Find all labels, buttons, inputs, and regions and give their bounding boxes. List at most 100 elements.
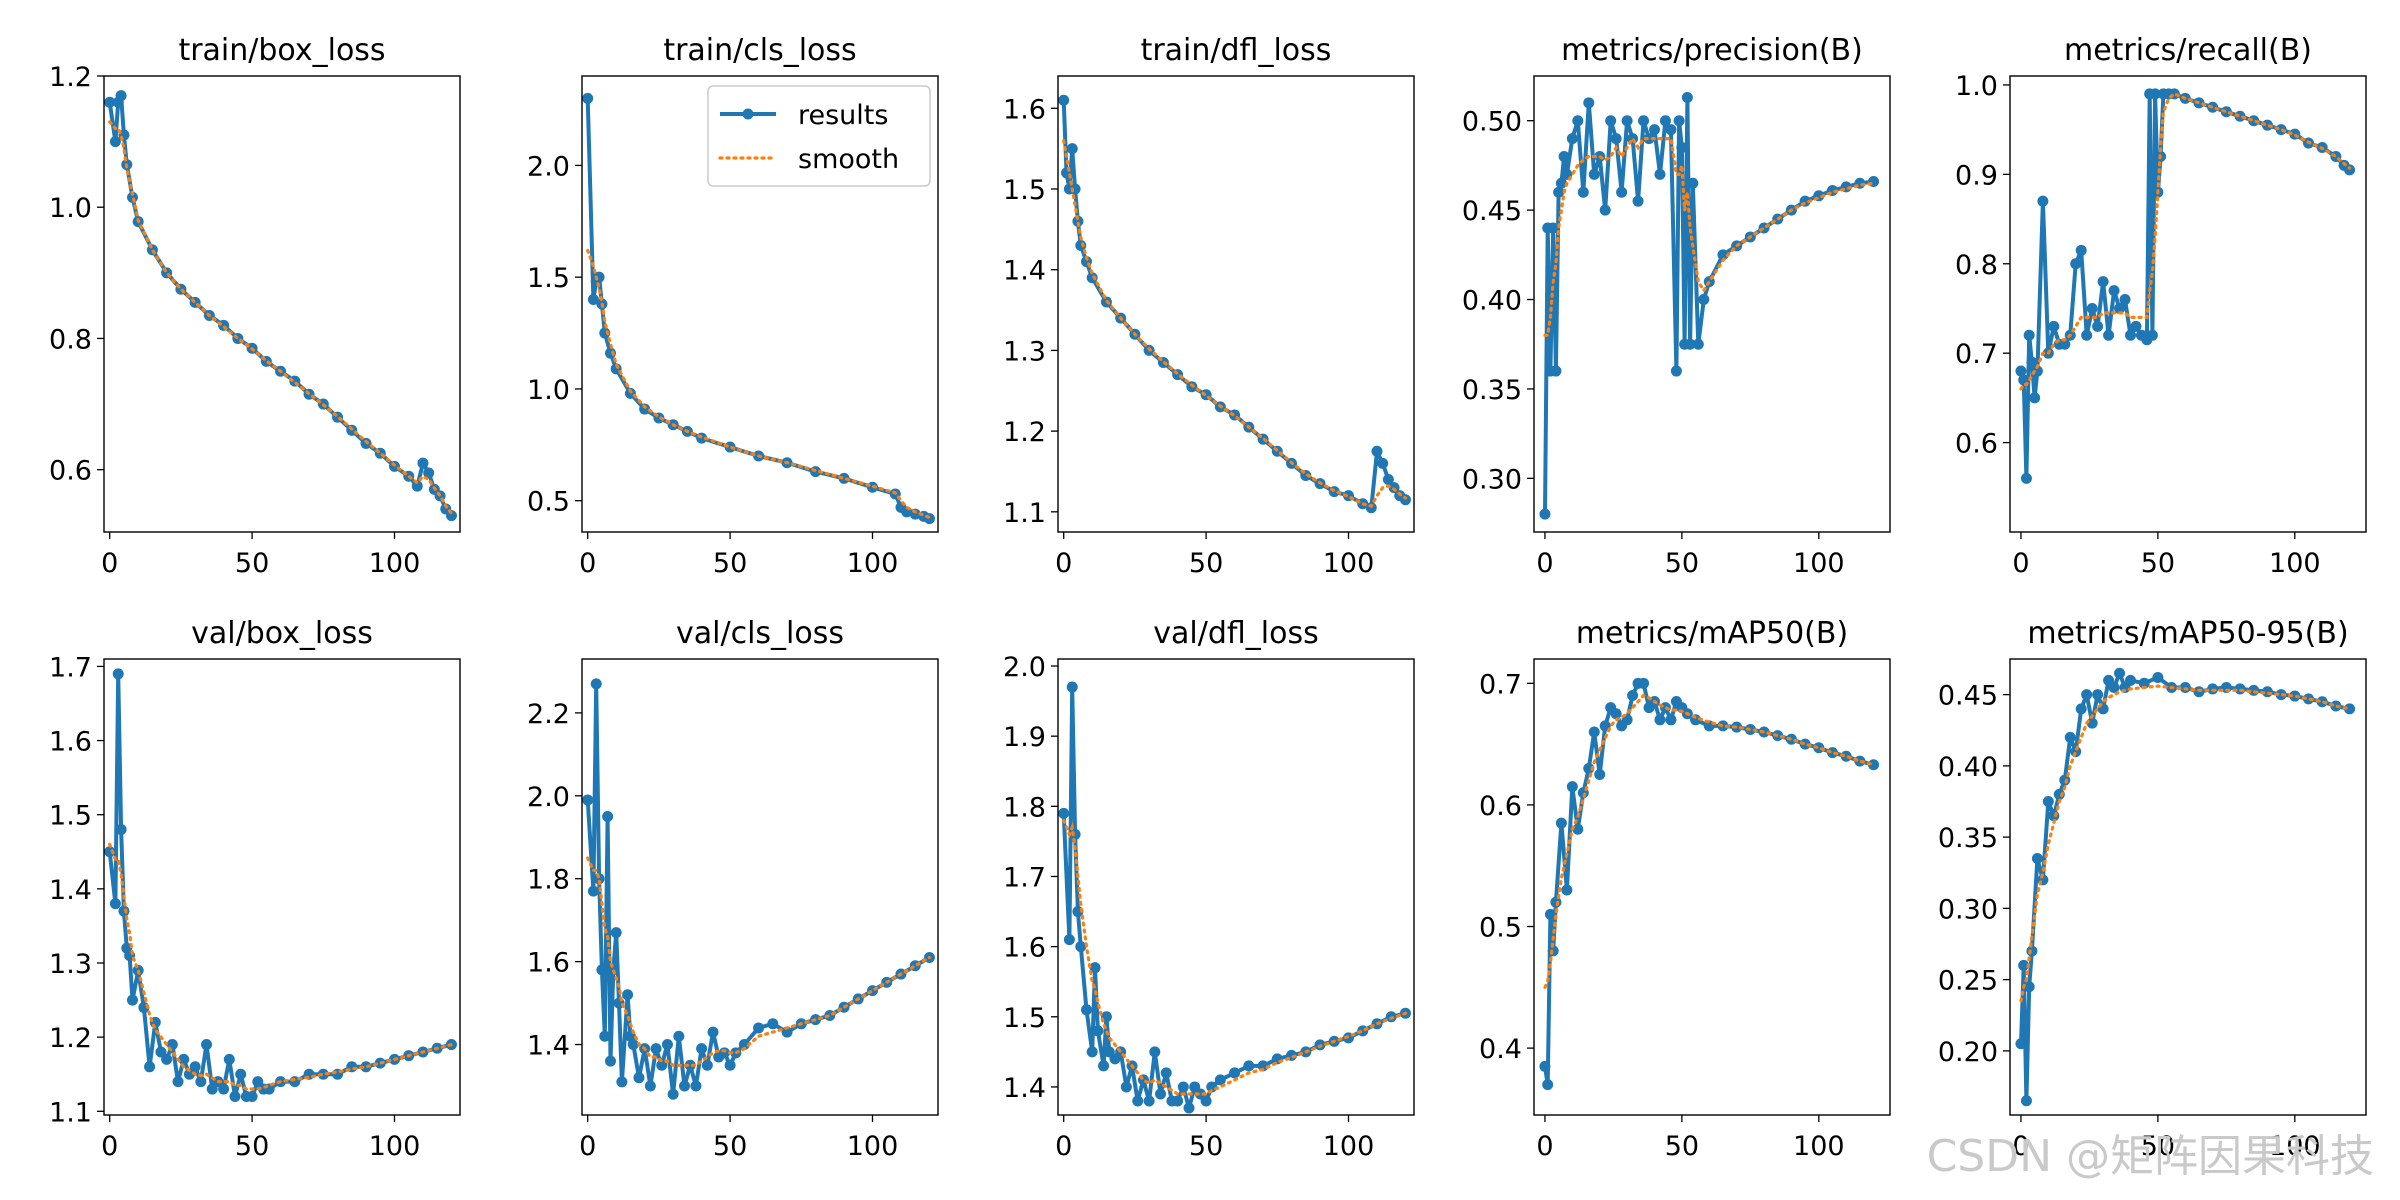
y-tick-label: 0.7 — [1479, 669, 1522, 700]
results-line — [1061, 100, 1407, 510]
results-point — [2026, 945, 2038, 957]
results-point — [2042, 796, 2054, 807]
y-tick-label: 1.7 — [1003, 862, 1046, 893]
results-point — [2124, 674, 2136, 686]
x-tick-label: 0 — [1055, 1131, 1072, 1162]
results-point — [738, 1039, 750, 1051]
x-tick-label: 0 — [579, 1131, 596, 1162]
results-point — [2026, 356, 2038, 368]
results-point — [1854, 755, 1866, 767]
y-tick-label: 1.9 — [1003, 722, 1046, 753]
y-tick-label: 1.5 — [1003, 1003, 1046, 1034]
results-point — [1717, 249, 1729, 261]
y-tick-label: 0.25 — [1938, 966, 1998, 997]
results-point — [1676, 142, 1688, 154]
results-point — [1075, 941, 1087, 953]
results-point — [1089, 962, 1101, 974]
results-point — [115, 90, 127, 102]
results-point — [590, 678, 602, 690]
results-point — [2108, 682, 2120, 693]
results-point — [690, 1080, 702, 1092]
results-point — [1542, 1079, 1554, 1091]
y-tick-label: 1.6 — [49, 727, 92, 758]
results-point — [1826, 747, 1838, 759]
results-line — [107, 671, 453, 1099]
results-point — [229, 1090, 241, 1102]
chart-title: metrics/recall(B) — [2064, 33, 2312, 68]
x-tick-label: 100 — [1323, 1131, 1375, 1162]
x-tick-label: 50 — [1189, 548, 1223, 579]
results-point — [673, 1030, 685, 1042]
results-point — [252, 1076, 264, 1088]
results-point — [1558, 150, 1570, 162]
results-point — [1632, 195, 1644, 207]
results-point — [1183, 1102, 1195, 1114]
results-point — [701, 1059, 713, 1071]
results-point — [1605, 115, 1617, 127]
results-point — [1621, 115, 1633, 127]
axes-frame — [103, 75, 461, 533]
results-point — [109, 136, 121, 148]
results-point — [206, 1083, 218, 1095]
results-point — [1377, 457, 1389, 469]
axes-frame — [1057, 75, 1415, 533]
results-point — [2114, 302, 2126, 314]
results-point — [218, 1083, 230, 1095]
y-tick-label: 1.0 — [49, 193, 92, 224]
chart-title: metrics/mAP50(B) — [1576, 616, 1848, 651]
results-point — [593, 873, 605, 885]
results-point — [2031, 853, 2043, 864]
results-point — [1588, 168, 1600, 180]
results-point — [2146, 329, 2158, 341]
y-tick-label: 0.35 — [1462, 375, 1522, 406]
results-point — [2023, 981, 2035, 993]
legend-results-label: results — [798, 100, 888, 131]
results-point — [317, 1068, 329, 1080]
axes-frame — [581, 658, 939, 1116]
axes-frame — [2009, 658, 2367, 1116]
results-point — [112, 668, 124, 680]
results-point — [1654, 168, 1666, 180]
smooth-line — [586, 856, 932, 1067]
results-point — [1177, 1081, 1189, 1093]
y-tick-label: 1.6 — [1003, 94, 1046, 125]
results-line — [1543, 681, 1875, 1087]
smooth-line — [108, 842, 454, 1091]
y-tick-label: 1.8 — [527, 865, 570, 896]
results-point — [2037, 195, 2049, 207]
y-tick-label: 1.5 — [1003, 175, 1046, 206]
results-point — [1172, 1095, 1184, 1107]
results-point — [1086, 1046, 1098, 1058]
results-point — [2075, 244, 2087, 256]
y-tick-label: 1.6 — [1003, 933, 1046, 964]
results-point — [2114, 667, 2126, 679]
y-tick-label: 1.2 — [49, 1023, 92, 1054]
results-point — [161, 1053, 173, 1065]
results-point — [1149, 1046, 1161, 1058]
chart-title: val/dfl_loss — [1153, 616, 1318, 651]
results-point — [838, 472, 850, 484]
results-point — [767, 1018, 779, 1030]
y-tick-label: 0.6 — [49, 456, 92, 487]
results-point — [2075, 703, 2087, 715]
x-tick-label: 50 — [1189, 1131, 1223, 1162]
results-point — [1120, 1081, 1132, 1093]
axes-frame — [1057, 658, 1415, 1116]
results-point — [423, 467, 435, 479]
y-tick-label: 0.30 — [1462, 464, 1522, 495]
results-point — [602, 811, 614, 823]
y-tick-label: 1.4 — [49, 875, 92, 906]
x-tick-label: 100 — [369, 548, 421, 579]
x-tick-label: 100 — [1793, 1131, 1845, 1162]
x-tick-label: 0 — [101, 1131, 118, 1162]
results-point — [1566, 133, 1578, 145]
results-point — [1840, 750, 1852, 762]
results-point — [650, 1043, 662, 1055]
y-tick-label: 0.4 — [1479, 1034, 1522, 1065]
y-tick-label: 0.45 — [1462, 196, 1522, 227]
results-point — [1553, 186, 1565, 198]
x-tick-label: 0 — [1536, 548, 1553, 579]
results-point — [1813, 742, 1825, 754]
results-line — [107, 93, 454, 517]
y-tick-label: 2.0 — [527, 151, 570, 182]
